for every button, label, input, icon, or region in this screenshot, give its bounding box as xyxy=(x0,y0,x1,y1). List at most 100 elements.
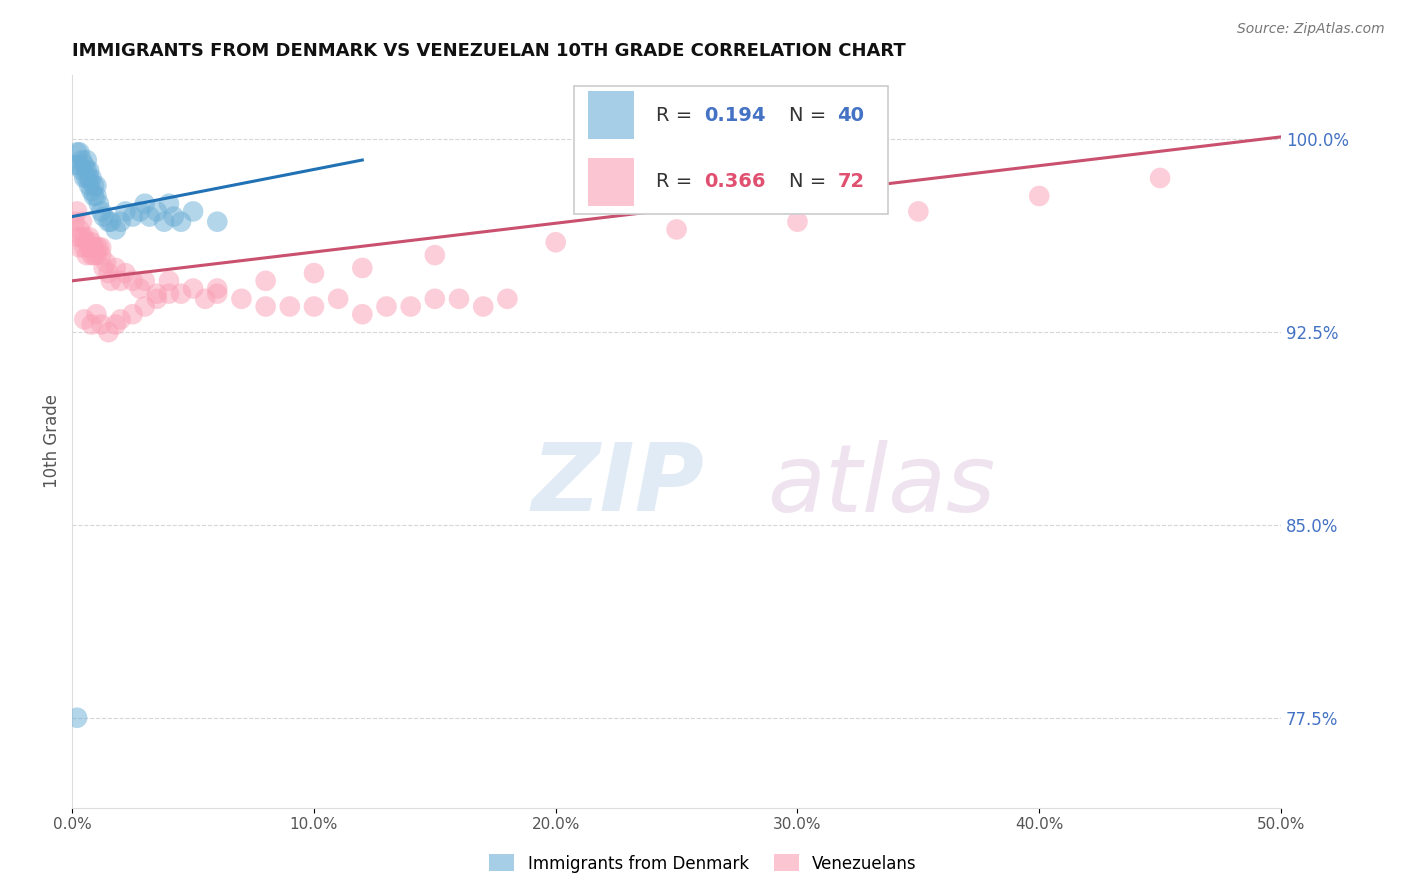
Point xyxy=(76,235,98,250)
Point xyxy=(97,266,120,280)
Point xyxy=(254,300,277,314)
Point xyxy=(104,222,127,236)
Point xyxy=(86,178,108,193)
Point xyxy=(110,215,132,229)
Point xyxy=(73,158,96,172)
Text: atlas: atlas xyxy=(768,440,995,531)
Point xyxy=(100,215,122,229)
Point xyxy=(231,292,253,306)
Point xyxy=(157,286,180,301)
Point xyxy=(93,260,115,275)
Point xyxy=(83,189,105,203)
Point xyxy=(73,312,96,326)
Point xyxy=(66,711,89,725)
Point xyxy=(254,274,277,288)
Point xyxy=(104,260,127,275)
Point xyxy=(194,292,217,306)
Point xyxy=(83,240,105,254)
Point xyxy=(70,163,93,178)
Point xyxy=(447,292,470,306)
Point xyxy=(97,215,120,229)
Point xyxy=(157,196,180,211)
Point xyxy=(146,292,169,306)
Point xyxy=(77,163,100,178)
Point xyxy=(80,184,103,198)
Point xyxy=(129,281,152,295)
Point xyxy=(66,230,89,244)
Point xyxy=(94,256,117,270)
Point xyxy=(146,286,169,301)
Point xyxy=(90,204,112,219)
Text: 0.194: 0.194 xyxy=(704,105,766,125)
Point xyxy=(63,158,86,172)
Point xyxy=(69,240,91,254)
Point xyxy=(134,300,156,314)
Point xyxy=(146,204,169,219)
Point xyxy=(90,240,112,254)
Text: R =: R = xyxy=(657,105,699,125)
Text: IMMIGRANTS FROM DENMARK VS VENEZUELAN 10TH GRADE CORRELATION CHART: IMMIGRANTS FROM DENMARK VS VENEZUELAN 10… xyxy=(72,42,905,60)
Bar xyxy=(588,158,634,205)
Point xyxy=(77,240,100,254)
Point xyxy=(87,240,110,254)
Point xyxy=(80,248,103,262)
Point xyxy=(76,163,98,178)
Point xyxy=(153,215,176,229)
Point xyxy=(278,300,301,314)
Point xyxy=(110,274,132,288)
Point xyxy=(77,178,100,193)
Point xyxy=(73,240,96,254)
Point xyxy=(63,215,86,229)
Point xyxy=(352,260,374,275)
Point xyxy=(70,153,93,167)
Point xyxy=(207,281,229,295)
Point xyxy=(665,222,688,236)
Point xyxy=(170,286,193,301)
Point xyxy=(77,171,100,186)
Point xyxy=(66,145,89,160)
Point xyxy=(138,210,160,224)
Point xyxy=(163,210,186,224)
Point xyxy=(134,196,156,211)
Point xyxy=(97,325,120,339)
Point xyxy=(114,266,136,280)
Point xyxy=(121,274,143,288)
Point xyxy=(76,153,98,167)
Point xyxy=(207,215,229,229)
Point xyxy=(80,318,103,332)
Point xyxy=(73,230,96,244)
Point xyxy=(129,204,152,219)
Point xyxy=(104,318,127,332)
Text: 40: 40 xyxy=(838,105,865,125)
Point xyxy=(423,248,446,262)
Point xyxy=(328,292,350,306)
Point xyxy=(66,204,89,219)
Point xyxy=(90,248,112,262)
Text: R =: R = xyxy=(657,172,699,191)
Point xyxy=(121,210,143,224)
Point xyxy=(70,215,93,229)
Point xyxy=(134,274,156,288)
Point xyxy=(69,145,91,160)
Point xyxy=(70,230,93,244)
Point xyxy=(181,281,204,295)
Point xyxy=(86,307,108,321)
Text: 72: 72 xyxy=(838,172,865,191)
Point xyxy=(170,215,193,229)
Point xyxy=(73,171,96,186)
Point xyxy=(100,274,122,288)
Point xyxy=(86,240,108,254)
Point xyxy=(352,307,374,321)
Point xyxy=(69,158,91,172)
Point xyxy=(80,235,103,250)
Point xyxy=(110,312,132,326)
Point xyxy=(83,248,105,262)
Point xyxy=(207,286,229,301)
Point xyxy=(86,189,108,203)
Point xyxy=(544,235,567,250)
Text: ZIP: ZIP xyxy=(531,440,704,532)
Point xyxy=(77,230,100,244)
Bar xyxy=(588,91,634,139)
Point xyxy=(302,266,325,280)
Legend: Immigrants from Denmark, Venezuelans: Immigrants from Denmark, Venezuelans xyxy=(482,847,924,880)
